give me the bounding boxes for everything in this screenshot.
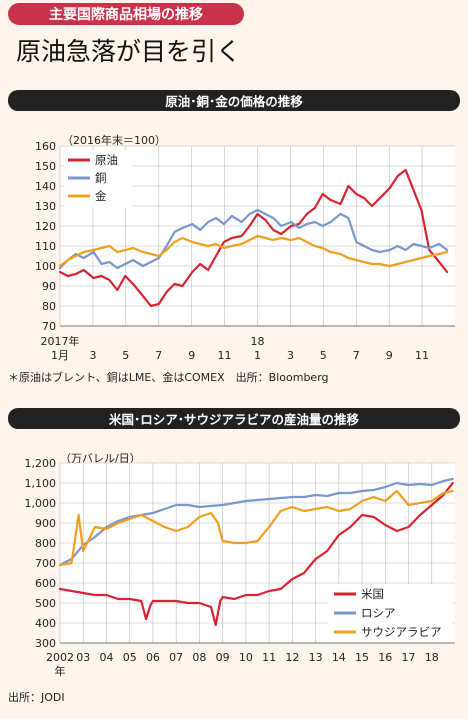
- chart1-series-line-0: [58, 168, 449, 308]
- chart2-ytick-label: 1,200: [25, 457, 57, 470]
- chart2-xtick-label: 16: [378, 651, 392, 664]
- chart1-xtick-label: 7: [353, 349, 360, 362]
- chart2-xtick-label: 15: [355, 651, 369, 664]
- chart1-unit-note: （2016年末＝100）: [62, 133, 166, 147]
- chart1-ytick-label: 100: [35, 260, 56, 273]
- chart2-legend-label-1: ロシア: [361, 606, 396, 620]
- chart2-xtick-label: 03: [76, 651, 90, 664]
- chart2-xtick-label: 2002: [46, 651, 74, 664]
- chart2-xtick-label: 07: [169, 651, 183, 664]
- chart1-ytick-label: 120: [35, 220, 56, 233]
- chart2-ytick-label: 1,000: [25, 497, 57, 510]
- page-title: 原油急落が目を引く: [16, 37, 241, 66]
- chart2-xtick-label: 11: [262, 651, 276, 664]
- chart2-xtick-label: 17: [402, 651, 416, 664]
- chart2-xtick-label: 09: [216, 651, 230, 664]
- chart2-xtick-label: 13: [309, 651, 323, 664]
- chart2-ytick-label: 700: [35, 557, 56, 570]
- kicker-text: 主要国際商品相場の推移: [49, 6, 203, 23]
- chart1-xtick-label: 5: [320, 349, 327, 362]
- chart1-xtick-label: 5: [122, 349, 129, 362]
- chart2-ytick-label: 800: [35, 537, 56, 550]
- chart1-xtick-label: 1月: [51, 349, 69, 362]
- chart2-ytick-label: 1,100: [25, 477, 57, 490]
- chart2-xtick-label: 05: [123, 651, 137, 664]
- chart2-title: 米国･ロシア･サウジアラビアの産油量の推移: [108, 412, 360, 427]
- chart2-year-unit: 年: [55, 664, 66, 678]
- chart1-ytick-label: 110: [35, 240, 56, 253]
- chart1-legend-label-0: 原油: [95, 153, 118, 167]
- chart1-xtick-label: 3: [287, 349, 294, 362]
- chart2-xtick-label: 12: [285, 651, 299, 664]
- chart2-banner: [8, 408, 460, 429]
- chart1-ytick-label: 160: [35, 140, 56, 153]
- chart2-ytick-label: 500: [35, 597, 56, 610]
- chart1-xtick-label: 3: [89, 349, 96, 362]
- chart1-series-line-2: [58, 234, 449, 268]
- chart1-legend-label-2: 金: [95, 189, 107, 203]
- chart2-source-note: 出所：JODI: [8, 690, 65, 704]
- chart1-xtick-label: 7: [155, 349, 162, 362]
- chart2-xtick-label: 04: [99, 651, 113, 664]
- chart2-unit-note: （万バレル/日）: [60, 452, 141, 465]
- chart1-xtick-label: 1: [254, 349, 261, 362]
- chart1-source-note: ＊原油はブレント、銅はLME、金はCOMEX 出所：Bloomberg: [8, 370, 329, 384]
- chart1-year-label: 18: [251, 335, 265, 348]
- chart1-ytick-label: 130: [35, 200, 56, 213]
- chart2-xtick-label: 08: [192, 651, 206, 664]
- chart1-legend-label-1: 銅: [95, 171, 107, 185]
- chart1-xtick-label: 11: [415, 349, 429, 362]
- chart2-ytick-label: 600: [35, 577, 56, 590]
- chart1-xtick-label: 9: [386, 349, 393, 362]
- chart1-xtick-label: 11: [218, 349, 232, 362]
- chart2-legend-label-2: サウジアラビア: [361, 625, 442, 639]
- chart2-ytick-label: 400: [35, 617, 56, 630]
- chart1-ytick-label: 80: [42, 300, 56, 313]
- chart2-xtick-label: 14: [332, 651, 346, 664]
- kicker-badge: [8, 3, 244, 25]
- chart2-series-line-0: [58, 481, 454, 627]
- chart1-banner: [8, 90, 460, 111]
- chart2-plot: 300 400 500 600 700 800 900 1,000 1,100 1,200 2002…: [25, 457, 455, 678]
- chart2-xtick-label: 10: [239, 651, 253, 664]
- chart2-series-line-1: [58, 477, 454, 567]
- chart1-year-label: 2017年: [41, 334, 80, 348]
- chart2-xtick-label: 18: [425, 651, 439, 664]
- chart2-ytick-label: 900: [35, 517, 56, 530]
- chart2-series-line-2: [58, 489, 454, 567]
- chart1-ytick-label: 70: [42, 320, 56, 333]
- chart2-xtick-label: 06: [146, 651, 160, 664]
- chart2-ytick-label: 300: [35, 637, 56, 650]
- chart1-title: 原油･銅･金の価格の推移: [165, 94, 303, 109]
- chart1-ytick-label: 140: [35, 180, 56, 193]
- chart1-xtick-label: 9: [188, 349, 195, 362]
- chart2-legend-label-0: 米国: [361, 587, 384, 601]
- chart1-ytick-label: 90: [42, 280, 56, 293]
- chart1-series-line-1: [58, 208, 449, 270]
- chart1-ytick-label: 150: [35, 160, 56, 173]
